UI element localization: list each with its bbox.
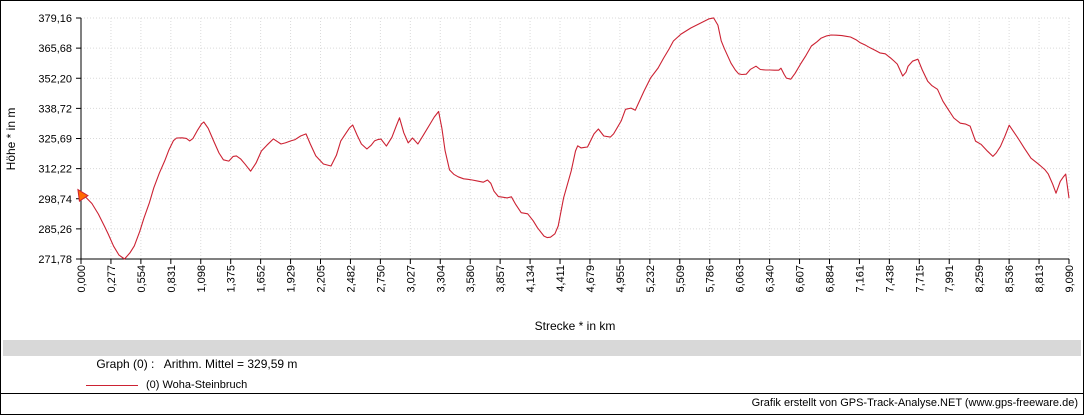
svg-text:338,72: 338,72 <box>38 103 72 115</box>
svg-text:6,063: 6,063 <box>735 265 747 293</box>
svg-text:365,68: 365,68 <box>38 43 72 55</box>
svg-text:285,26: 285,26 <box>38 224 72 236</box>
svg-text:4,411: 4,411 <box>555 265 567 292</box>
svg-text:0,000: 0,000 <box>76 265 88 293</box>
svg-text:4,679: 4,679 <box>585 265 597 293</box>
y-axis-title: Höhe * in m <box>4 108 18 171</box>
svg-text:3,580: 3,580 <box>465 265 477 293</box>
x-axis-title: Strecke * in km <box>535 319 616 333</box>
svg-text:5,509: 5,509 <box>675 265 687 293</box>
svg-text:3,857: 3,857 <box>495 265 507 293</box>
stats-bar: Graph (0) : Arithm. Mittel = 329,59 m <box>3 340 1081 371</box>
svg-text:2,482: 2,482 <box>345 265 357 293</box>
svg-text:312,22: 312,22 <box>38 164 72 176</box>
stats-bar-text: Graph (0) : Arithm. Mittel = 329,59 m <box>96 357 298 371</box>
svg-text:5,232: 5,232 <box>645 265 657 293</box>
track-start-marker-icon <box>77 188 89 202</box>
svg-text:8,813: 8,813 <box>1034 265 1046 293</box>
svg-text:1,652: 1,652 <box>256 265 268 293</box>
svg-text:8,259: 8,259 <box>974 265 986 293</box>
svg-text:0,831: 0,831 <box>166 265 178 293</box>
svg-text:7,991: 7,991 <box>944 265 956 293</box>
svg-text:2,750: 2,750 <box>375 265 387 293</box>
svg-text:1,375: 1,375 <box>226 265 238 293</box>
svg-text:6,607: 6,607 <box>795 265 807 293</box>
footer-divider <box>1 393 1083 394</box>
elevation-chart: 379,16 365,68 352,20 338,72 325,69 312,22 298,… <box>4 13 1076 333</box>
svg-text:0,277: 0,277 <box>106 265 118 293</box>
svg-text:7,715: 7,715 <box>914 265 926 293</box>
svg-text:7,438: 7,438 <box>884 265 896 293</box>
legend: (0) Woha-Steinbruch <box>86 378 247 392</box>
svg-text:8,536: 8,536 <box>1004 265 1016 293</box>
svg-text:7,161: 7,161 <box>854 265 866 293</box>
svg-text:0,554: 0,554 <box>136 265 148 293</box>
svg-text:271,78: 271,78 <box>38 254 72 266</box>
svg-text:4,955: 4,955 <box>615 265 627 293</box>
svg-text:298,74: 298,74 <box>38 194 72 206</box>
y-tick-labels: 379,16 365,68 352,20 338,72 325,69 312,22 298,… <box>38 13 72 266</box>
svg-text:5,786: 5,786 <box>705 265 717 293</box>
svg-text:379,16: 379,16 <box>38 13 72 25</box>
svg-text:352,20: 352,20 <box>38 73 72 85</box>
svg-text:6,884: 6,884 <box>824 265 836 293</box>
elevation-line <box>80 17 1070 260</box>
svg-text:4,134: 4,134 <box>525 265 537 293</box>
svg-text:6,340: 6,340 <box>765 265 777 293</box>
axes <box>80 18 1069 260</box>
svg-text:1,929: 1,929 <box>286 265 298 293</box>
legend-line-sample <box>86 384 138 386</box>
footer-credit: Grafik erstellt von GPS-Track-Analyse.NE… <box>751 397 1078 409</box>
svg-text:3,027: 3,027 <box>405 265 417 293</box>
svg-text:9,090: 9,090 <box>1064 265 1076 293</box>
grid-lines <box>80 17 1070 260</box>
svg-text:325,69: 325,69 <box>38 134 72 146</box>
svg-text:2,205: 2,205 <box>316 265 328 293</box>
legend-label: (0) Woha-Steinbruch <box>146 379 248 391</box>
x-tick-labels: 0,000 0,277 0,554 0,831 1,098 1,375 1,652 1,929… <box>76 265 1076 293</box>
svg-text:3,304: 3,304 <box>435 265 447 293</box>
tick-marks <box>76 17 1070 264</box>
svg-text:1,098: 1,098 <box>196 265 208 293</box>
